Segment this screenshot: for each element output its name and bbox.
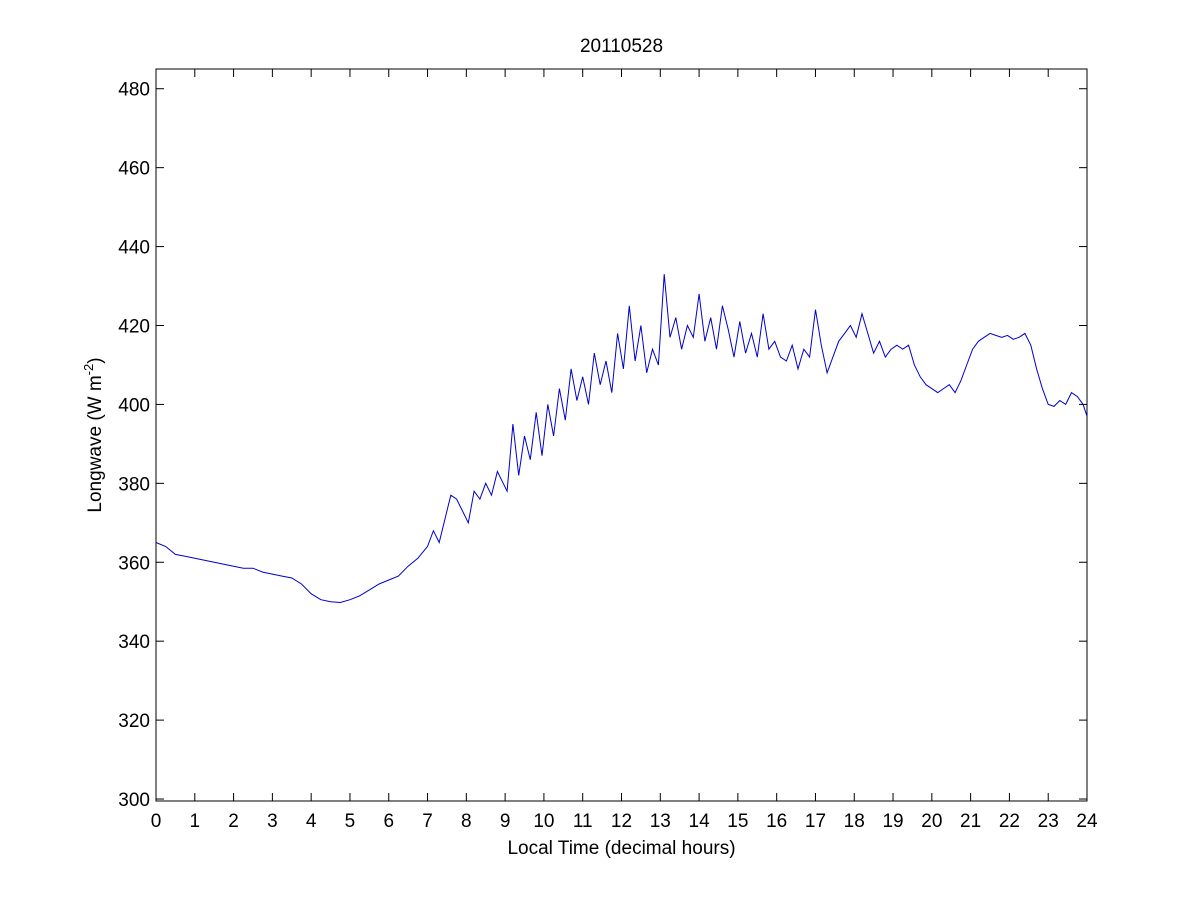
x-tick-label: 12 <box>611 811 632 832</box>
x-tick-label: 17 <box>805 811 826 832</box>
x-tick-label: 4 <box>306 811 317 832</box>
x-tick-label: 18 <box>844 811 865 832</box>
x-tick-label: 10 <box>533 811 554 832</box>
x-tick-label: 19 <box>882 811 903 832</box>
y-tick-label: 440 <box>118 238 150 259</box>
x-tick-label: 21 <box>960 811 981 832</box>
x-tick-label: 8 <box>461 811 472 832</box>
x-tick-label: 15 <box>727 811 748 832</box>
y-tick-label: 340 <box>118 632 150 653</box>
x-tick-label: 5 <box>345 811 356 832</box>
x-tick-label: 1 <box>190 811 201 832</box>
x-tick-label: 22 <box>999 811 1020 832</box>
x-tick-label: 11 <box>573 811 593 832</box>
y-tick-label: 360 <box>118 553 150 574</box>
y-axis-label-close: ) <box>85 357 106 363</box>
y-tick-label: 460 <box>118 159 150 180</box>
x-tick-label: 16 <box>766 811 787 832</box>
y-axis-label-superscript: -2 <box>81 364 96 376</box>
x-tick-label: 7 <box>422 811 433 832</box>
y-tick-label: 380 <box>118 474 150 495</box>
y-tick-label: 420 <box>118 316 150 337</box>
x-axis-label: Local Time (decimal hours) <box>507 838 735 859</box>
x-tick-label: 20 <box>921 811 942 832</box>
x-tick-label: 14 <box>689 811 711 832</box>
x-tick-label: 9 <box>500 811 511 832</box>
y-tick-label: 480 <box>118 80 150 101</box>
x-tick-label: 3 <box>267 811 278 832</box>
x-tick-label: 0 <box>151 811 162 832</box>
y-axis-label: Longwave (W m-2) <box>81 357 106 512</box>
chart-title: 20110528 <box>580 36 663 57</box>
longwave-series-line <box>155 274 1088 604</box>
y-tick-label: 400 <box>118 395 150 416</box>
y-tick-label: 320 <box>118 711 150 732</box>
x-tick-label: 2 <box>228 811 239 832</box>
x-tick-label: 13 <box>650 811 671 832</box>
y-axis-label-main: Longwave (W m <box>85 375 106 512</box>
plot-area <box>155 68 1088 802</box>
x-tick-label: 6 <box>383 811 394 832</box>
x-tick-label: 23 <box>1038 811 1059 832</box>
y-tick-label: 300 <box>118 790 150 811</box>
y-axis-ticks: 300 320 340 360 380 400 420 440 460 480 <box>118 80 1087 811</box>
x-axis-ticks: 0 1 2 3 4 5 6 7 8 9 10 11 12 13 14 15 16 17 18 19 20 21 22 23 24 <box>151 69 1098 832</box>
x-tick-label: 24 <box>1076 811 1098 832</box>
